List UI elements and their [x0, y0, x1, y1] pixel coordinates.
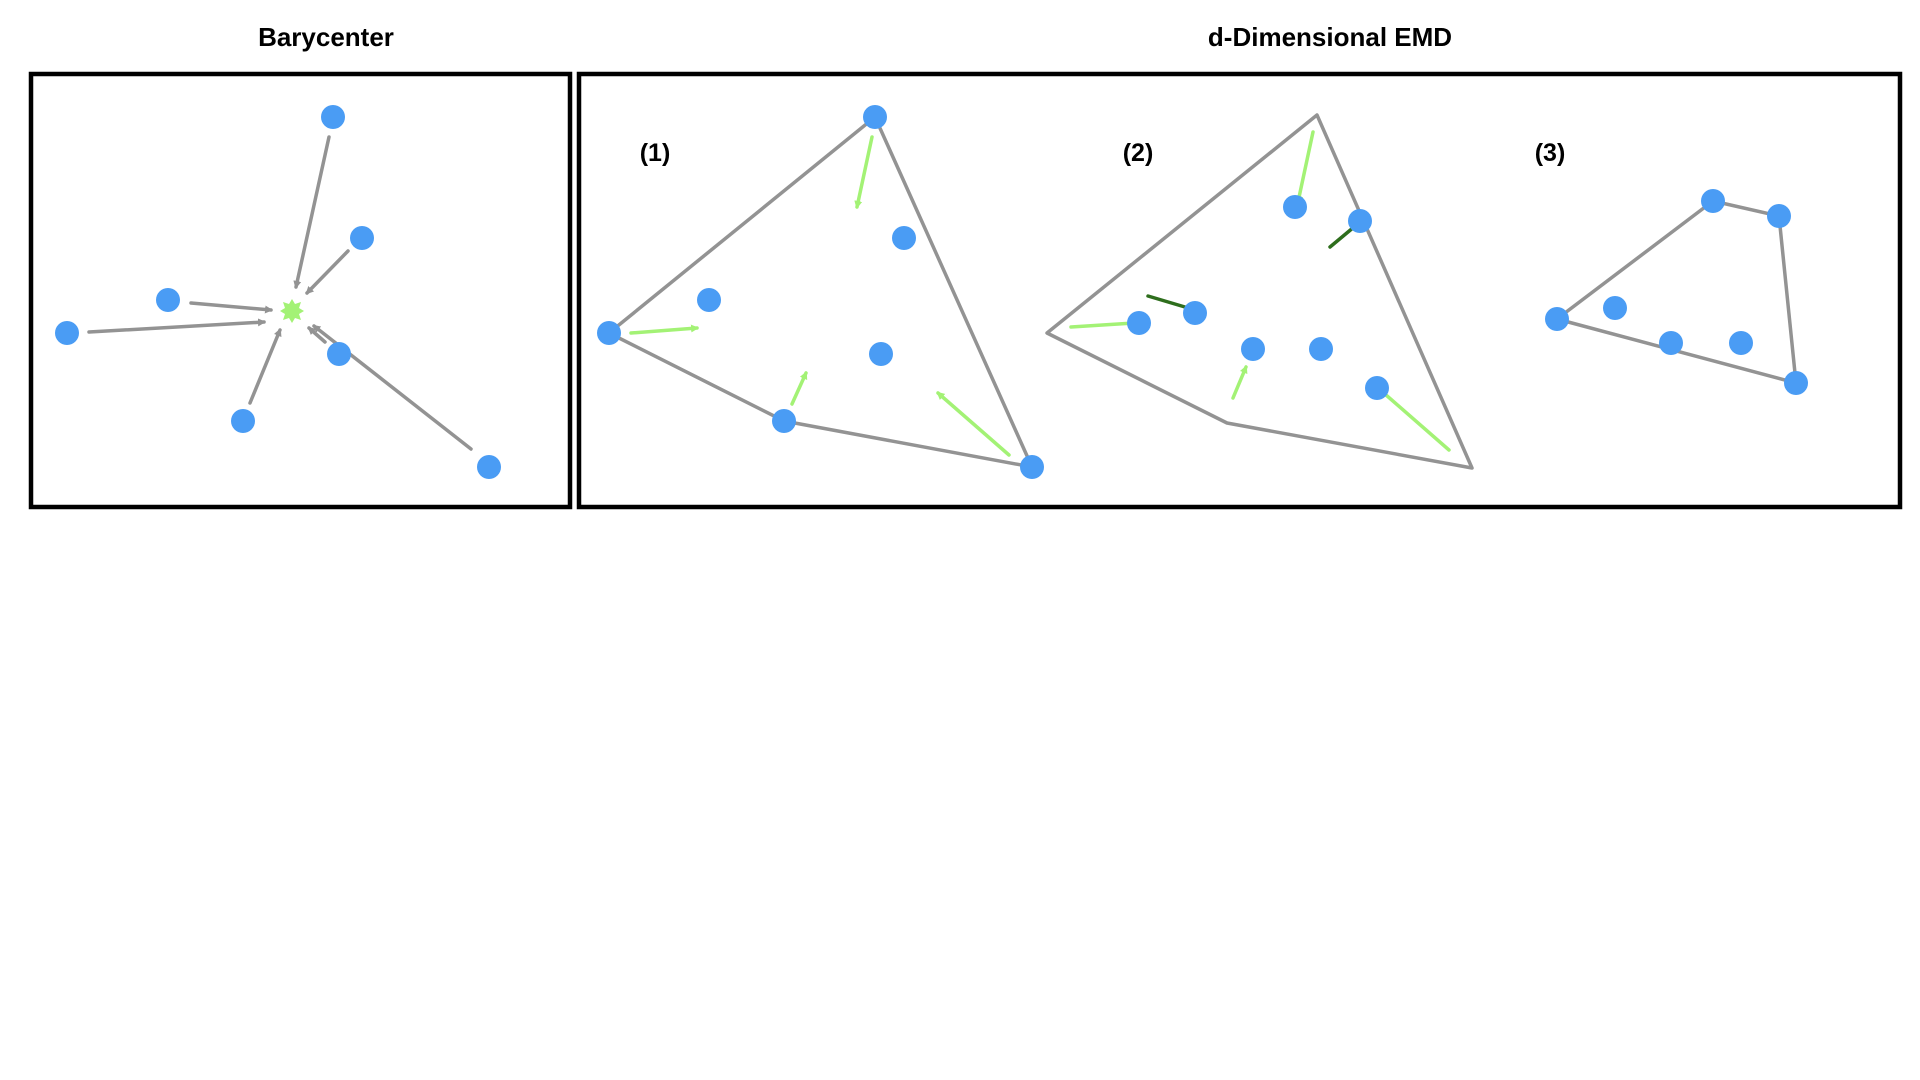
barycenter-star-icon [280, 299, 304, 323]
arrow-icon [293, 135, 331, 289]
point-icon [892, 226, 916, 250]
emd-step-2 [1045, 113, 1474, 470]
point-icon [1348, 209, 1372, 233]
point-icon [1545, 307, 1569, 331]
point-icon [1127, 311, 1151, 335]
point-icon [869, 342, 893, 366]
emd-step-1 [597, 105, 1044, 479]
step-label-3: (3) [1535, 139, 1566, 167]
point-icon [697, 288, 721, 312]
step-label-1: (1) [640, 139, 671, 167]
emd-title: d-Dimensional EMD [1208, 22, 1452, 52]
point-icon [231, 409, 255, 433]
point-icon [327, 342, 351, 366]
point-icon [1183, 301, 1207, 325]
emd-step-3 [1545, 189, 1808, 395]
point-icon [1241, 337, 1265, 361]
point-icon [1659, 331, 1683, 355]
convex-hull [1045, 113, 1474, 470]
point-icon [1283, 195, 1307, 219]
convex-hull [607, 115, 1034, 469]
arrow-icon [1376, 386, 1451, 452]
arrow-icon [629, 324, 699, 335]
point-icon [1767, 204, 1791, 228]
point-icon [1784, 371, 1808, 395]
emd-panel [576, 71, 1903, 510]
point-icon [55, 321, 79, 345]
point-icon [156, 288, 180, 312]
arrow-icon [305, 249, 350, 295]
arrow-icon [936, 391, 1011, 457]
arrow-icon [248, 328, 282, 405]
point-icon [1729, 331, 1753, 355]
barycenter-group [55, 105, 501, 479]
point-icon [1365, 376, 1389, 400]
step-label-2: (2) [1123, 139, 1154, 167]
convex-hull [1555, 199, 1798, 385]
point-icon [597, 321, 621, 345]
point-icon [350, 226, 374, 250]
point-icon [321, 105, 345, 129]
arrow-icon [307, 326, 327, 344]
arrow-icon [1231, 365, 1248, 400]
point-icon [1309, 337, 1333, 361]
arrow-icon [87, 318, 266, 334]
arrow-icon [1295, 130, 1315, 204]
point-icon [1701, 189, 1725, 213]
point-icon [863, 105, 887, 129]
arrow-icon [790, 371, 808, 406]
point-icon [1020, 455, 1044, 479]
barycenter-title: Barycenter [258, 22, 394, 52]
point-icon [772, 409, 796, 433]
point-icon [1603, 296, 1627, 320]
arrow-icon [1069, 319, 1136, 329]
barycenter-panel [28, 71, 573, 510]
arrow-icon [189, 301, 273, 314]
point-icon [477, 455, 501, 479]
arrow-icon [854, 135, 874, 209]
